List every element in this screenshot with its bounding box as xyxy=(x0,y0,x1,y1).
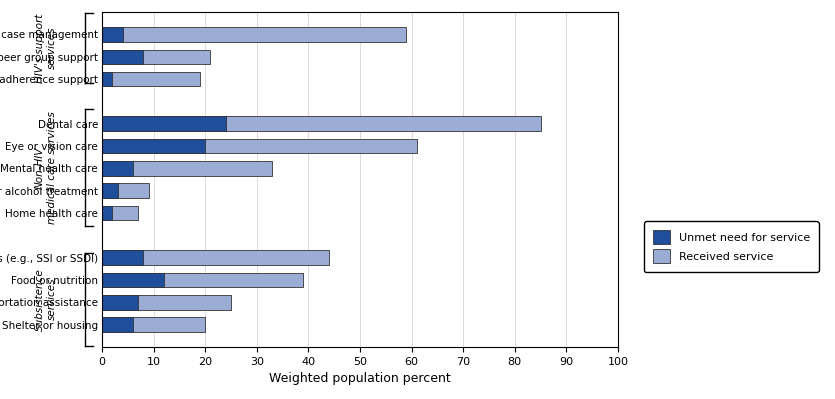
Bar xyxy=(102,184,118,198)
Bar xyxy=(102,273,303,287)
Bar xyxy=(102,317,133,332)
Bar xyxy=(102,206,113,220)
Bar xyxy=(102,184,149,198)
Bar xyxy=(102,139,417,153)
Bar xyxy=(102,251,329,265)
Bar xyxy=(102,72,200,86)
Text: HIV's support
services: HIV's support services xyxy=(35,13,57,83)
Bar xyxy=(102,72,113,86)
Bar xyxy=(102,49,144,64)
Legend: Unmet need for service, Received service: Unmet need for service, Received service xyxy=(644,221,818,272)
Bar xyxy=(102,117,540,131)
Bar xyxy=(102,295,231,310)
X-axis label: Weighted population percent: Weighted population percent xyxy=(269,372,451,385)
Bar xyxy=(102,139,205,153)
Text: Subsistence
services: Subsistence services xyxy=(35,268,57,331)
Bar xyxy=(102,27,407,42)
Text: Non-HIV
medical care services: Non-HIV medical care services xyxy=(35,111,57,224)
Bar xyxy=(102,295,139,310)
Bar xyxy=(102,273,164,287)
Bar xyxy=(102,27,123,42)
Bar xyxy=(102,251,144,265)
Bar xyxy=(102,117,226,131)
Bar xyxy=(102,161,133,176)
Bar xyxy=(102,317,205,332)
Bar xyxy=(102,206,139,220)
Bar xyxy=(102,49,210,64)
Bar xyxy=(102,161,272,176)
